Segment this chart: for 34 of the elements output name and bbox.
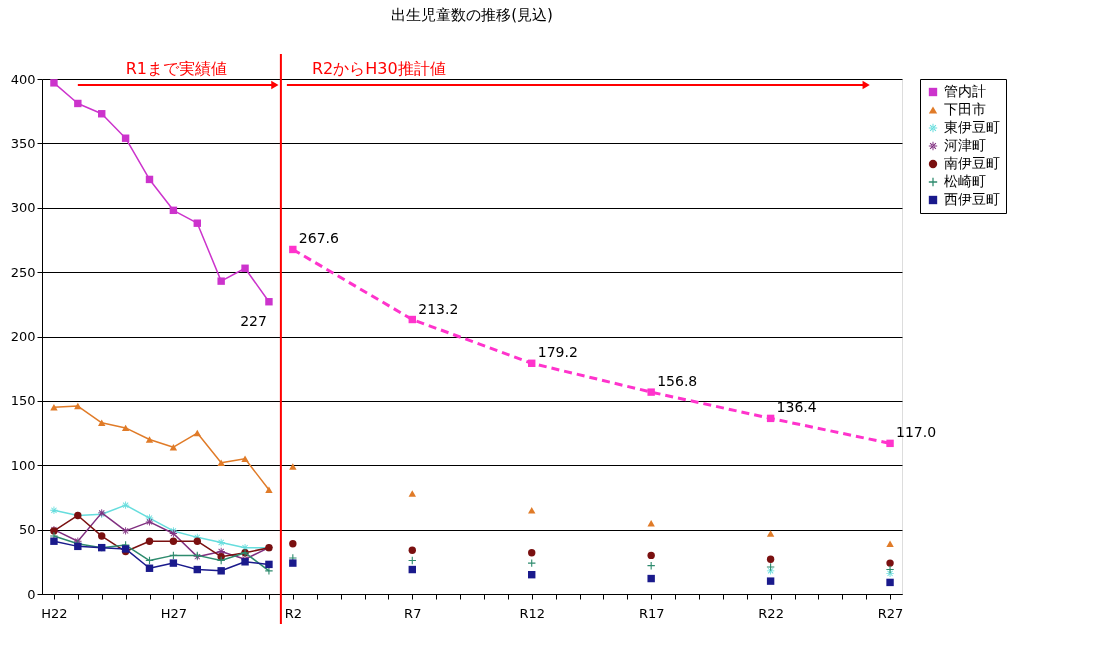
y-tick-label: 50: [18, 522, 36, 538]
legend-label: 東伊豆町: [944, 119, 1000, 135]
legend-label: 下田市: [944, 101, 986, 117]
x-tick-label: R17: [638, 605, 665, 621]
y-tick-label: 250: [10, 264, 36, 280]
y-tick-label: 100: [10, 457, 36, 473]
legend-label: 西伊豆町: [944, 191, 1000, 207]
data-label: 117.0: [896, 424, 937, 441]
data-label: 179.2: [537, 344, 578, 361]
x-tick-label: R2: [284, 605, 302, 621]
y-tick-label: 300: [10, 200, 36, 216]
y-tick-label: 350: [10, 135, 36, 151]
x-tick-label: R7: [404, 605, 422, 621]
x-tick-label: R12: [519, 605, 546, 621]
legend-label: 河津町: [944, 137, 986, 153]
y-tick-label: 150: [10, 393, 36, 409]
x-tick-label: H22: [41, 605, 68, 621]
data-label: 156.8: [657, 373, 698, 390]
text: R2からH30推計値: [311, 59, 446, 78]
data-label: 136.4: [776, 399, 817, 416]
data-label: 227: [240, 312, 267, 329]
x-tick-label: H27: [160, 605, 188, 621]
y-tick-label: 400: [10, 71, 36, 87]
x-tick-label: R22: [758, 605, 784, 621]
text: R1まで実績値: [125, 59, 228, 78]
x-tick-label: R27: [877, 605, 904, 621]
chart-title: 出生児童数の推移(見込): [391, 6, 553, 24]
data-label: 213.2: [418, 300, 459, 317]
legend-label: 松崎町: [944, 173, 986, 189]
y-tick-label: 0: [27, 586, 36, 602]
legend-label: 南伊豆町: [944, 155, 1000, 171]
data-label: 267.6: [298, 230, 340, 247]
y-tick-label: 200: [10, 329, 36, 344]
legend-label: 管内計: [944, 83, 986, 99]
